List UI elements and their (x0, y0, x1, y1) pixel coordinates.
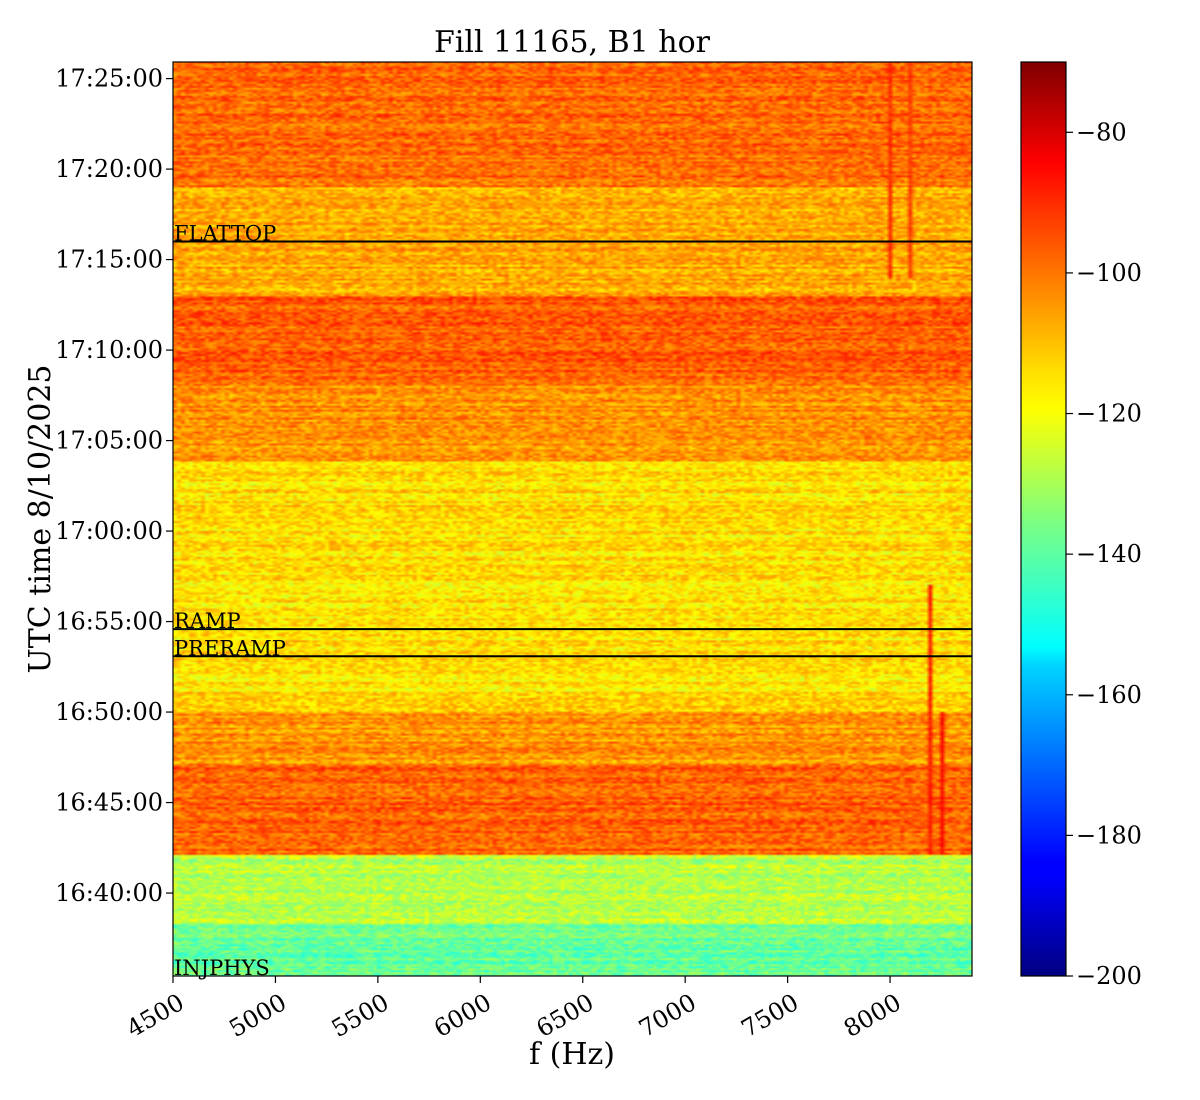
y-tick-label: 16:50:00 (55, 698, 163, 726)
colorbar (1020, 61, 1067, 977)
x-tick-label: 8000 (839, 988, 906, 1043)
colorbar-tick-label: −160 (1076, 681, 1142, 709)
y-tick-label: 17:25:00 (55, 65, 163, 93)
y-tick-label: 17:20:00 (55, 155, 163, 183)
y-axis-label: UTC time 8/10/2025 (23, 365, 58, 674)
y-tick-label: 17:10:00 (55, 336, 163, 364)
y-tick-label: 16:40:00 (55, 879, 163, 907)
y-tick-label: 17:15:00 (55, 246, 163, 274)
phase-marker-lines (173, 240, 972, 658)
phase-label-flattop: FLATTOP (174, 221, 276, 245)
x-tick-label: 5000 (224, 988, 291, 1043)
heatmap-cells (173, 62, 972, 976)
x-tick-label: 6500 (532, 988, 599, 1043)
x-axis-label: f (Hz) (529, 1037, 615, 1072)
x-axis-ticks: 4500 5000 5500 6000 6500 7000 7500 8000 (122, 976, 906, 1043)
x-tick-label: 7000 (634, 988, 701, 1043)
y-tick-label: 17:00:00 (55, 517, 163, 545)
colorbar-tick-label: −120 (1076, 400, 1142, 428)
colorbar-tick-label: −100 (1076, 259, 1142, 287)
x-tick-label: 4500 (122, 988, 189, 1043)
colorbar-tick-label: −200 (1076, 962, 1142, 990)
y-tick-label: 17:05:00 (55, 427, 163, 455)
plot-frame (172, 61, 973, 977)
colorbar-tick-label: −140 (1076, 540, 1142, 568)
y-tick-label: 16:45:00 (55, 789, 163, 817)
x-tick-label: 6000 (429, 988, 496, 1043)
y-axis-ticks: 16:40:00 16:45:00 16:50:00 16:55:00 17:00:00… (55, 65, 173, 907)
colorbar-ticks: −200 −180 −160 −140 −120 −100 −80 (1066, 118, 1142, 990)
colorbar-tick-label: −180 (1076, 821, 1142, 849)
heatmap-image (173, 62, 972, 976)
x-tick-label: 5500 (327, 988, 394, 1043)
phase-label-preramp: PRERAMP (174, 636, 286, 660)
x-tick-label: 7500 (737, 988, 804, 1043)
chart-title: Fill 11165, B1 hor (434, 25, 711, 60)
colorbar-tick-label: −80 (1076, 118, 1127, 146)
phase-label-ramp: RAMP (174, 609, 241, 633)
y-tick-label: 16:55:00 (55, 608, 163, 636)
